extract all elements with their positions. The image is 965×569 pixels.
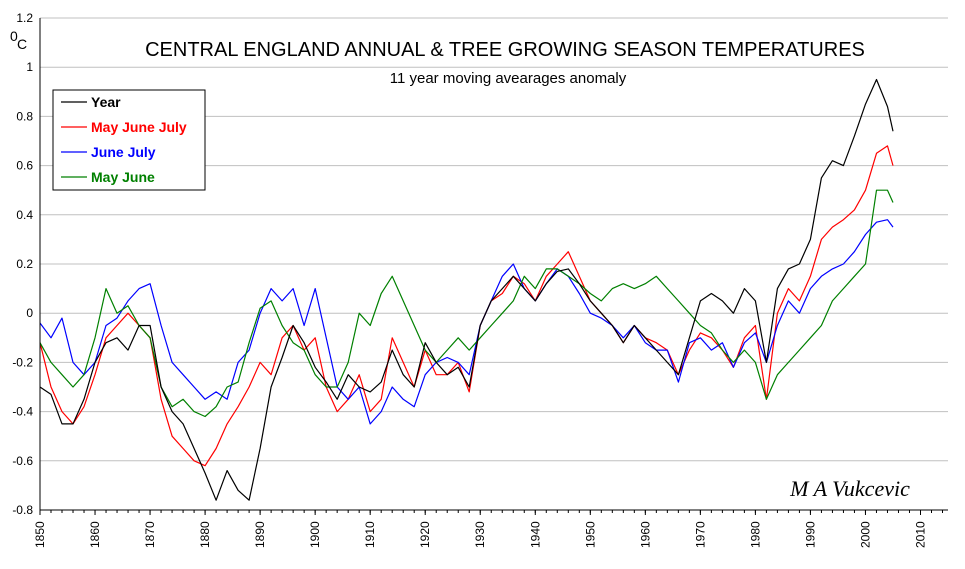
legend-label: June July <box>91 144 156 160</box>
legend-label: Year <box>91 94 121 110</box>
y-tick-label: -0.6 <box>12 454 33 468</box>
legend-label: May June July <box>91 119 187 135</box>
x-tick-label: 1920 <box>418 521 432 548</box>
x-tick-label: 1950 <box>583 521 597 548</box>
x-tick-label: 1850 <box>33 521 47 548</box>
y-tick-label: 0.8 <box>16 109 33 123</box>
x-tick-label: 1970 <box>693 521 707 548</box>
x-tick-label: 2010 <box>913 521 927 548</box>
x-tick-label: 1960 <box>638 521 652 548</box>
x-tick-label: 2000 <box>858 521 872 548</box>
y-tick-label: 0.6 <box>16 159 33 173</box>
y-tick-label: 1.2 <box>16 11 33 25</box>
y-tick-label: 0 <box>26 306 33 320</box>
legend-items: Year May June July June July May June <box>61 94 187 185</box>
legend-box <box>52 89 206 191</box>
x-tick-label: 1880 <box>198 521 212 548</box>
x-tick-label: 1930 <box>473 521 487 548</box>
x-tick-label: 1990 <box>803 521 817 548</box>
y-unit-label: C <box>17 36 27 52</box>
x-tick-label: 1860 <box>88 521 102 548</box>
legend: Year May June July June July May June <box>52 89 206 191</box>
y-tick-label: 0.2 <box>16 257 33 271</box>
y-tick-labels: 1.2 1 0.8 0.6 0.4 0.2 0 -0.2 -0.4 -0.6 -0.8 <box>12 11 33 517</box>
series-line-year <box>39 78 894 501</box>
y-tick-label: 0.4 <box>16 208 33 222</box>
x-tick-label: 1890 <box>253 521 267 548</box>
y-unit-superscript: 0 <box>10 28 18 44</box>
axes <box>39 18 948 515</box>
series-line-may-june <box>39 189 894 418</box>
chart-title: CENTRAL ENGLAND ANNUAL & TREE GROWING SE… <box>145 39 865 61</box>
x-tick-labels: 1850 1860 1870 1880 1890 1900 1910 1920 1930 1940… <box>33 521 927 548</box>
x-tick-label: 1870 <box>143 521 157 548</box>
legend-label: May June <box>91 169 155 185</box>
series-line-june-july <box>39 219 894 425</box>
x-tick-label: 1900 <box>308 521 322 548</box>
y-tick-label: 1 <box>26 60 33 74</box>
x-tick-label: 1910 <box>363 521 377 548</box>
series-lines <box>39 78 894 501</box>
y-tick-label: -0.8 <box>12 503 33 517</box>
x-tick-label: 1980 <box>748 521 762 548</box>
series-line-may-june-july <box>39 145 894 467</box>
x-tick-label: 1940 <box>528 521 542 548</box>
y-tick-label: -0.2 <box>12 355 33 369</box>
chart-subtitle: 11 year moving avearages anomaly <box>390 70 627 87</box>
author-signature: M A Vukcevic <box>789 476 910 501</box>
y-tick-label: -0.4 <box>12 405 33 419</box>
